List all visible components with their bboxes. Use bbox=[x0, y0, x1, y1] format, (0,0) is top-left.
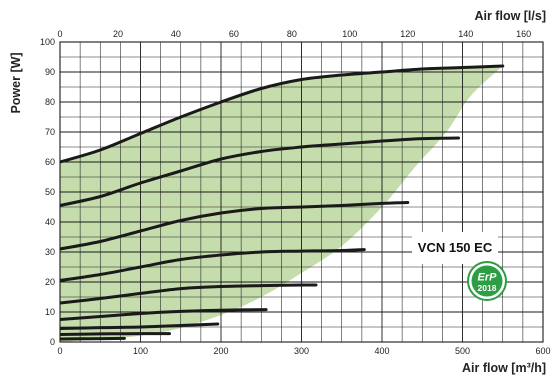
erp-2018-badge: ErP 2018 bbox=[467, 261, 507, 301]
x2-tick-label: 140 bbox=[458, 29, 473, 39]
x-tick-label: 0 bbox=[57, 346, 62, 356]
y-tick-label: 60 bbox=[45, 157, 55, 167]
performance-curve-3 bbox=[60, 201, 410, 251]
y-tick-label: 40 bbox=[45, 217, 55, 227]
performance-curve-6 bbox=[60, 308, 268, 321]
x2-tick-label: 80 bbox=[287, 29, 297, 39]
grid bbox=[59, 41, 544, 343]
x2-tick-label: 40 bbox=[171, 29, 181, 39]
x2-tick-label: 120 bbox=[400, 29, 415, 39]
y-axis-title: Power [W] bbox=[9, 52, 23, 113]
x2-tick-label: 60 bbox=[229, 29, 239, 39]
x-tick-label: 300 bbox=[294, 346, 309, 356]
performance-curve-9 bbox=[60, 336, 126, 341]
y-tick-label: 10 bbox=[45, 307, 55, 317]
badge-year-text: 2018 bbox=[478, 283, 497, 293]
x-tick-label: 200 bbox=[213, 346, 228, 356]
x-tick-label: 600 bbox=[535, 346, 550, 356]
y-tick-label: 80 bbox=[45, 97, 55, 107]
performance-curves bbox=[60, 64, 505, 341]
x2-axis-title: Air flow [l/s] bbox=[474, 9, 546, 23]
badge-erp-text: ErP bbox=[478, 272, 498, 284]
performance-curve-1 bbox=[60, 64, 505, 164]
performance-curve-5 bbox=[60, 283, 318, 305]
x2-tick-label: 20 bbox=[113, 29, 123, 39]
x-tick-label: 100 bbox=[133, 346, 148, 356]
performance-curve-7 bbox=[60, 322, 220, 330]
badge-disc bbox=[471, 265, 503, 297]
model-label: VCN 150 EC bbox=[418, 240, 493, 255]
y-tick-label: 50 bbox=[45, 187, 55, 197]
y-tick-label: 0 bbox=[50, 337, 55, 347]
x2-tick-label: 160 bbox=[516, 29, 531, 39]
x-tick-label: 400 bbox=[374, 346, 389, 356]
x2-tick-label: 100 bbox=[342, 29, 357, 39]
plot-frame bbox=[59, 41, 544, 343]
x-axis-title: Air flow [m³/h] bbox=[462, 361, 546, 375]
x2-tick-label: 0 bbox=[57, 29, 62, 39]
performance-curve-4 bbox=[60, 248, 366, 282]
performance-curve-8 bbox=[60, 332, 171, 336]
y-tick-label: 90 bbox=[45, 67, 55, 77]
x-tick-label: 500 bbox=[455, 346, 470, 356]
y-tick-label: 20 bbox=[45, 277, 55, 287]
y-tick-label: 30 bbox=[45, 247, 55, 257]
model-label-background bbox=[412, 232, 498, 264]
y-tick-label: 70 bbox=[45, 127, 55, 137]
performance-curve-2 bbox=[60, 136, 460, 207]
y-tick-label: 100 bbox=[40, 37, 55, 47]
